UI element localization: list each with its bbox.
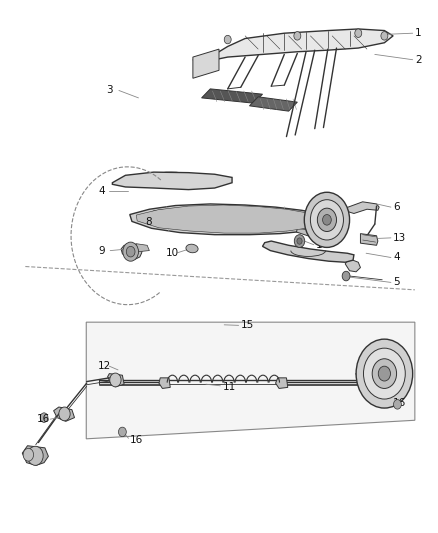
Text: 8: 8 bbox=[145, 217, 152, 227]
Circle shape bbox=[28, 446, 43, 465]
Circle shape bbox=[294, 31, 301, 40]
Polygon shape bbox=[276, 378, 288, 389]
Circle shape bbox=[23, 448, 34, 461]
Polygon shape bbox=[130, 204, 330, 235]
Polygon shape bbox=[250, 97, 297, 111]
Polygon shape bbox=[113, 172, 232, 190]
Circle shape bbox=[381, 31, 388, 40]
Circle shape bbox=[118, 427, 126, 437]
Polygon shape bbox=[150, 209, 168, 216]
Text: 2: 2 bbox=[415, 55, 421, 64]
Polygon shape bbox=[193, 49, 219, 78]
Circle shape bbox=[110, 373, 121, 387]
Circle shape bbox=[294, 235, 305, 247]
Polygon shape bbox=[297, 228, 328, 238]
Circle shape bbox=[318, 208, 336, 231]
Polygon shape bbox=[201, 89, 262, 103]
Text: 11: 11 bbox=[223, 382, 236, 392]
Circle shape bbox=[297, 238, 302, 244]
Circle shape bbox=[364, 348, 405, 399]
Polygon shape bbox=[360, 233, 378, 245]
Circle shape bbox=[355, 29, 362, 37]
Text: 4: 4 bbox=[393, 253, 400, 262]
Circle shape bbox=[322, 215, 331, 225]
Polygon shape bbox=[135, 244, 149, 252]
Polygon shape bbox=[262, 241, 354, 262]
Polygon shape bbox=[136, 205, 323, 233]
Circle shape bbox=[311, 200, 343, 240]
Polygon shape bbox=[345, 259, 360, 272]
Polygon shape bbox=[159, 378, 170, 389]
Polygon shape bbox=[53, 407, 74, 421]
Text: 14: 14 bbox=[316, 240, 329, 250]
Text: 9: 9 bbox=[98, 246, 105, 256]
Circle shape bbox=[59, 407, 70, 421]
Circle shape bbox=[378, 366, 391, 381]
Circle shape bbox=[372, 359, 396, 389]
Text: 4: 4 bbox=[98, 185, 105, 196]
Text: 3: 3 bbox=[106, 85, 113, 95]
Circle shape bbox=[126, 246, 135, 257]
Text: 10: 10 bbox=[166, 248, 179, 258]
Circle shape bbox=[342, 271, 350, 281]
Text: 1: 1 bbox=[415, 28, 421, 38]
Text: 16: 16 bbox=[130, 435, 143, 445]
Circle shape bbox=[393, 400, 401, 409]
Text: 15: 15 bbox=[241, 320, 254, 330]
Text: 13: 13 bbox=[393, 233, 406, 243]
Ellipse shape bbox=[186, 244, 198, 253]
Text: 12: 12 bbox=[98, 361, 111, 371]
Polygon shape bbox=[193, 29, 393, 62]
Circle shape bbox=[224, 35, 231, 44]
Circle shape bbox=[304, 192, 350, 247]
Polygon shape bbox=[86, 322, 415, 439]
Circle shape bbox=[40, 413, 48, 422]
Polygon shape bbox=[345, 202, 379, 214]
Circle shape bbox=[123, 242, 138, 261]
Text: 16: 16 bbox=[37, 414, 50, 424]
Text: 16: 16 bbox=[393, 398, 406, 408]
Polygon shape bbox=[22, 446, 48, 465]
Text: 6: 6 bbox=[393, 202, 400, 212]
Polygon shape bbox=[108, 374, 124, 387]
Polygon shape bbox=[143, 213, 168, 224]
Text: 5: 5 bbox=[393, 277, 400, 287]
Polygon shape bbox=[121, 244, 143, 259]
Circle shape bbox=[356, 339, 413, 408]
